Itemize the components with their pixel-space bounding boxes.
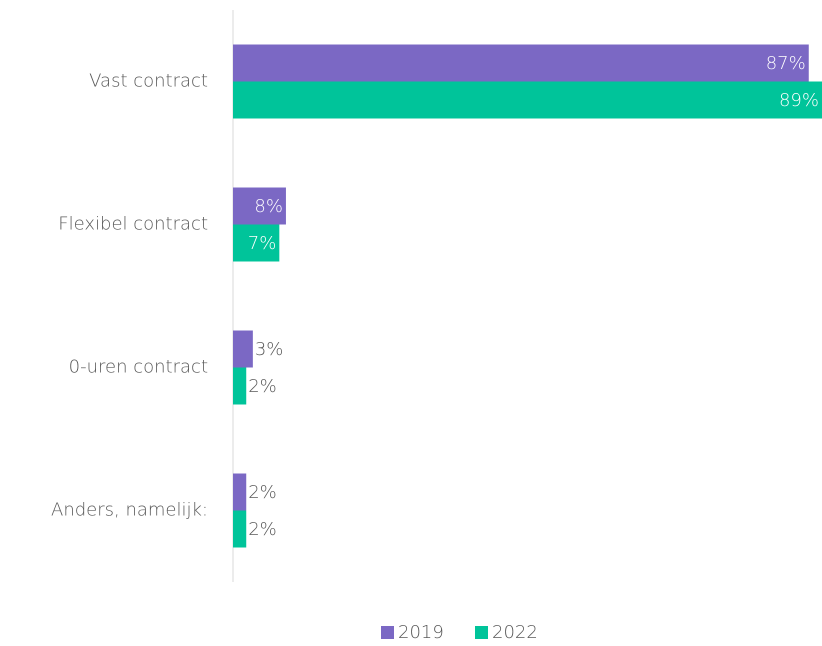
category-label: Flexibel contract [58, 214, 208, 235]
bar [233, 330, 253, 368]
bar [233, 81, 822, 119]
legend-label: 2022 [492, 622, 538, 643]
data-label: 2% [248, 519, 277, 540]
data-label: 8% [254, 196, 283, 217]
data-label: 2% [248, 482, 277, 503]
data-label: 87% [766, 53, 806, 74]
bar [233, 367, 247, 405]
category-label: 0-uren contract [69, 357, 208, 378]
data-label: 2% [248, 376, 277, 397]
bar [233, 187, 286, 225]
legend-swatch [381, 626, 394, 639]
category-label: Vast contract [89, 71, 208, 92]
bar [233, 473, 247, 511]
data-label: 7% [248, 233, 277, 254]
bar [233, 510, 247, 548]
bar [233, 224, 280, 262]
data-label: 89% [779, 90, 819, 111]
data-label: 3% [255, 339, 284, 360]
legend-swatch [475, 626, 488, 639]
bar [233, 44, 809, 82]
legend-label: 2019 [398, 622, 444, 643]
category-label: Anders, namelijk: [51, 500, 208, 521]
